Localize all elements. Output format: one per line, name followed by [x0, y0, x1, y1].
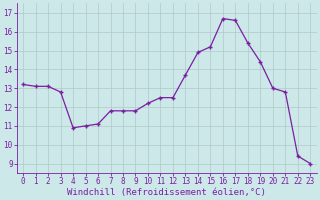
X-axis label: Windchill (Refroidissement éolien,°C): Windchill (Refroidissement éolien,°C): [67, 188, 266, 197]
